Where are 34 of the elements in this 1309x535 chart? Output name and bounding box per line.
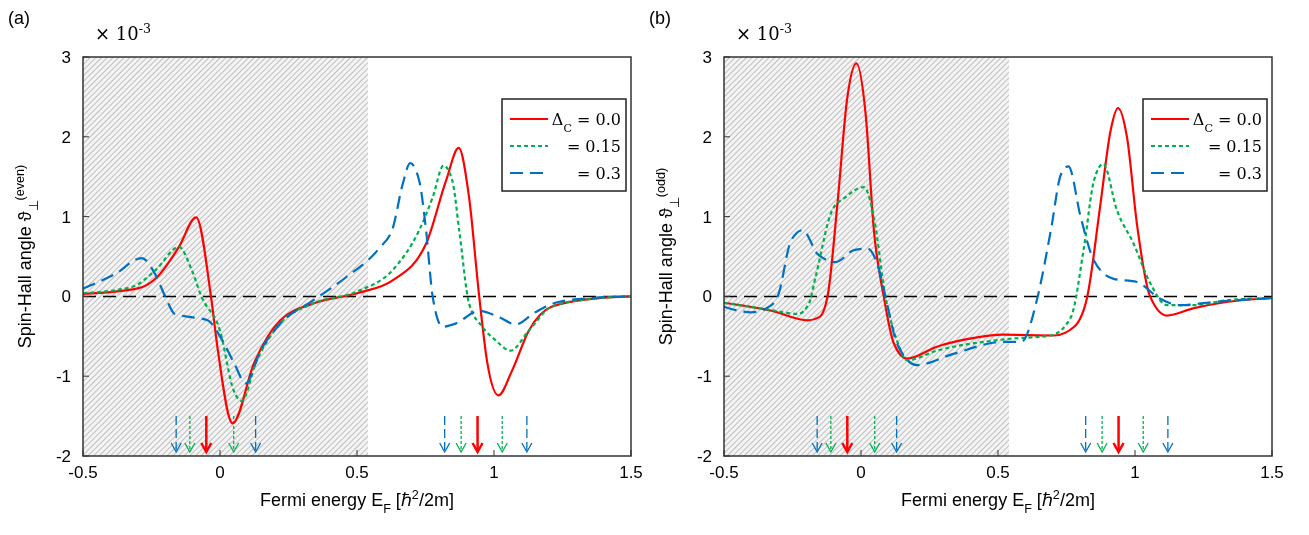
y-tick-label: -1	[55, 367, 71, 387]
x-tick-label: 0	[856, 463, 866, 482]
x-tick-label: -0.5	[709, 463, 739, 482]
y-tick-label: -2	[696, 447, 712, 466]
y-tick-label: 3	[61, 48, 71, 67]
legend-label: Δ$_{C}$ = 0.0	[1192, 110, 1262, 135]
x-axis-title: Fermi energy E$_{F}$ [ℏ$^{2}$/2m]	[901, 488, 1095, 516]
x-tick-label: 1	[1130, 463, 1140, 482]
x-axis-title: Fermi energy E$_{F}$ [ℏ$^{2}$/2m]	[260, 488, 454, 516]
y-tick-label: 3	[702, 48, 712, 67]
legend-label: = 0.3	[577, 164, 621, 183]
y-tick-label: 0	[61, 287, 71, 307]
legend-label: = 0.3	[1218, 164, 1262, 183]
x-tick-label: -0.5	[68, 463, 98, 482]
y-tick-label: 2	[702, 127, 712, 147]
legend-label: = 0.15	[1207, 137, 1262, 156]
x-tick-label: 1.5	[619, 463, 643, 482]
y-tick-label: -2	[55, 447, 71, 466]
y-tick-label: 1	[702, 207, 712, 227]
y-tick-label: 2	[61, 127, 71, 147]
x-tick-label: 0	[215, 463, 225, 482]
x-tick-label: 1.5	[1260, 463, 1284, 482]
chart-title: (a)	[8, 8, 30, 28]
x-tick-label: 0.5	[345, 463, 369, 482]
y-tick-label: 1	[61, 207, 71, 227]
y-tick-label: 0	[702, 287, 712, 307]
x-tick-label: 0.5	[986, 463, 1010, 482]
y-tick-label: -1	[696, 367, 712, 387]
x-tick-label: 1	[489, 463, 499, 482]
legend-label: Δ$_{C}$ = 0.0	[551, 110, 621, 135]
text: × 10$^{-3}$	[736, 20, 792, 44]
legend-label: = 0.15	[566, 137, 621, 156]
chart-title: (b)	[649, 8, 671, 28]
text: × 10$^{-3}$	[95, 20, 151, 44]
